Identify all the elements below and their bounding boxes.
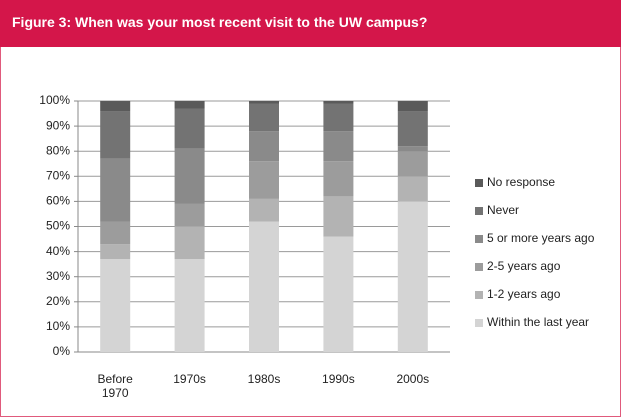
x-tick-label: Before 1970: [97, 372, 133, 400]
header: [0, 0, 621, 47]
bar-segment: [249, 131, 279, 162]
legend-label: 1-2 years ago: [487, 287, 561, 301]
bar-segment: [249, 221, 279, 352]
bar-segment: [249, 103, 279, 132]
bar-segment: [174, 148, 205, 204]
legend-label: 2-5 years ago: [487, 259, 561, 273]
y-tick-label: 30%: [46, 269, 70, 283]
x-tick-label: 1990s: [322, 372, 355, 386]
bar-segment: [100, 244, 131, 260]
bar-segment: [323, 103, 354, 132]
legend-swatch: [475, 207, 483, 215]
legend-label: Never: [487, 203, 519, 217]
legend-label: 5 or more years ago: [487, 231, 595, 245]
y-tick-label: 60%: [46, 194, 70, 208]
bar-segment: [100, 259, 131, 352]
y-tick-label: 50%: [46, 219, 70, 233]
chart-title: Figure 3: When was your most recent visi…: [12, 14, 428, 30]
legend-swatch: [475, 291, 483, 299]
bar-segment: [100, 221, 131, 245]
bar-segment: [174, 101, 205, 109]
bar-segment: [397, 111, 428, 147]
bar-segment: [323, 101, 354, 104]
bar-segment: [323, 131, 354, 162]
legend-swatch: [475, 319, 483, 327]
bar-segment: [323, 161, 354, 197]
y-tick-label: 100%: [39, 93, 70, 107]
bar-segment: [397, 201, 428, 352]
y-tick-label: 80%: [46, 143, 70, 157]
bar-segment: [323, 196, 354, 237]
legend-swatch: [475, 263, 483, 271]
legend-label: Within the last year: [487, 315, 589, 329]
x-tick-label: 1980s: [247, 372, 281, 386]
bar-segment: [397, 151, 428, 177]
x-tick-label: 2000s: [396, 372, 430, 386]
bar-segment: [100, 111, 131, 159]
y-tick-label: 90%: [46, 118, 70, 132]
legend-swatch: [475, 179, 483, 187]
y-tick-label: 40%: [46, 244, 70, 258]
bar-segment: [249, 198, 279, 222]
bar-segment: [174, 108, 205, 149]
legend-label: No response: [487, 175, 555, 189]
bar-segment: [174, 259, 205, 352]
y-tick-label: 0%: [53, 344, 71, 358]
bar-segment: [100, 158, 131, 222]
y-tick-label: 10%: [46, 319, 70, 333]
legend-swatch: [475, 235, 483, 243]
bar-segment: [323, 236, 354, 352]
bar-segment: [397, 146, 428, 152]
bar-segment: [397, 101, 428, 112]
x-tick-label: 1970s: [173, 372, 206, 386]
y-tick-label: 70%: [46, 168, 70, 182]
bar-segment: [249, 161, 279, 199]
bar-segment: [174, 203, 205, 227]
y-tick-label: 20%: [46, 294, 70, 308]
bar-segment: [100, 101, 131, 112]
bar-segment: [397, 176, 428, 202]
bar-segment: [249, 101, 279, 104]
bar-segment: [174, 226, 205, 260]
